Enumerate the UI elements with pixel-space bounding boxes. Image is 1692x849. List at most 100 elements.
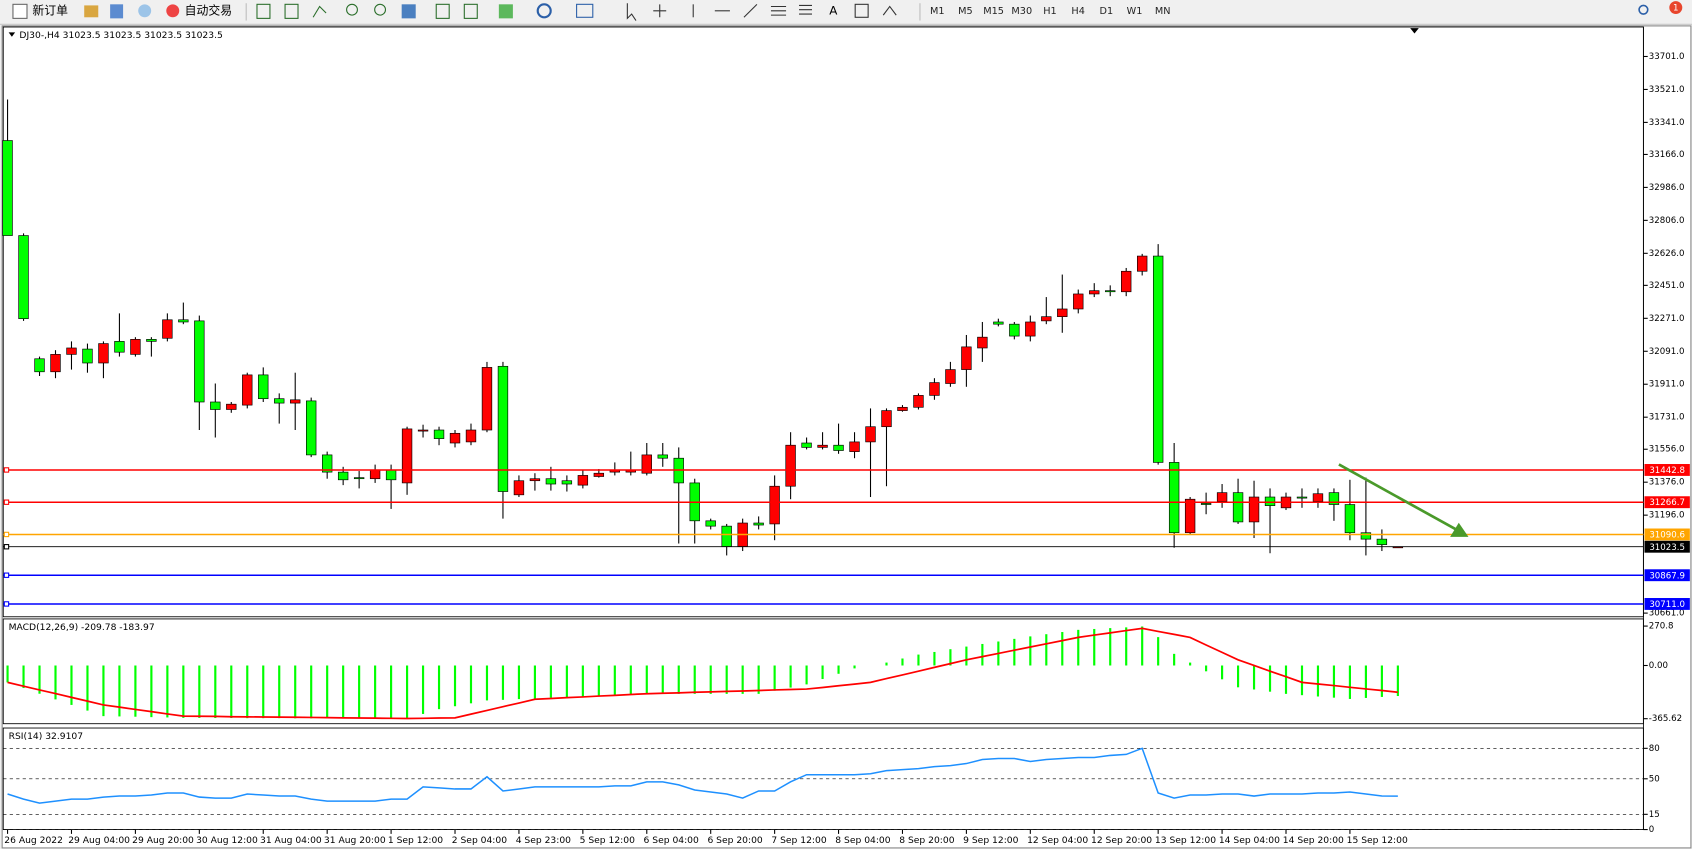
candle-body [561,480,573,485]
candle-body [1376,538,1388,545]
toolbar [0,0,1692,24]
crosshair-tool[interactable] [653,4,667,18]
candle-body [817,444,828,448]
chart-menu-arrow[interactable] [8,32,16,37]
icon[interactable] [284,3,299,19]
icon[interactable] [401,4,416,19]
timeframe-button[interactable]: M15 [983,6,1004,17]
button-label: 新订单 [32,3,68,17]
candle-body [961,346,972,370]
icon[interactable] [256,3,271,19]
price-level-handle [3,531,10,538]
x-tick-label: 6 Sep 20:00 [707,835,762,846]
auto-trading-button[interactable]: 自动交易 [166,3,232,17]
candle-body [2,140,13,236]
candle-body [529,478,541,482]
candle-body [721,525,732,547]
icon[interactable] [84,5,99,18]
price-level-handle [3,499,10,505]
y-tick-label: -365.62 [1649,714,1682,724]
icon[interactable] [374,3,387,16]
candle-body [865,426,876,443]
candle-body [993,321,1004,325]
candle-body [449,432,461,444]
icon[interactable] [463,3,478,19]
candle-body [369,469,381,480]
x-tick-label: 13 Sep 12:00 [1155,835,1216,846]
price-level-tag [1644,528,1690,541]
candle-body [913,395,924,408]
candle-body [705,520,716,527]
candle-body [513,480,525,496]
y-tick-label: 15 [1649,810,1660,820]
label-tool[interactable] [854,3,869,18]
icon[interactable] [536,3,552,19]
candle-body [833,444,844,451]
candle-body [897,406,908,411]
timeframe-button[interactable]: W1 [1127,6,1143,17]
candle-body [945,369,956,384]
icon[interactable] [110,4,124,19]
x-tick-label: 15 Sep 12:00 [1347,835,1408,846]
y-tick-label: 50 [1649,774,1660,784]
search-button[interactable] [1638,4,1649,15]
new-order-button[interactable]: 新订单 [12,3,68,19]
y-tick-label: 80 [1649,744,1660,754]
x-tick-label: 14 Sep 04:00 [1219,835,1280,846]
candle-body [274,398,285,404]
x-tick-label: 5 Sep 12:00 [580,835,635,846]
panel-title: RSI(14) 32.9107 [9,731,84,742]
price-level-label: 30867.9 [1649,571,1685,581]
candle-body [1152,255,1164,463]
candle-body [1232,492,1244,523]
price-level-handle [3,544,10,550]
timeframe-button[interactable]: H4 [1071,6,1084,17]
fibo-tool[interactable] [799,4,812,15]
timeframe-bar: M1 M5 M15 M30 H1 H4 D1 W1 MN [930,6,1171,17]
candle-body [641,454,652,474]
timeframe-button[interactable]: M30 [1011,6,1032,17]
candle-body [18,235,29,320]
icon[interactable] [346,3,358,16]
candle-body [114,341,125,353]
price-level-tag [1644,569,1690,582]
icon[interactable] [435,3,450,19]
icon[interactable] [498,4,513,19]
icon[interactable] [138,4,152,18]
y-tick-label: 32271.0 [1649,314,1685,324]
price-level-label: 31266.7 [1649,498,1685,508]
candle-body [258,374,269,400]
cursor-tool[interactable] [626,3,637,21]
timeframe-button[interactable]: M1 [930,6,945,17]
x-tick-label: 1 Sep 12:00 [388,835,443,846]
price-level-tag [1644,540,1690,553]
icon[interactable] [312,5,327,18]
y-tick-label: 33341.0 [1649,118,1685,128]
panel-title: DJ30-,H4 31023.5 31023.5 31023.5 31023.5 [19,30,223,41]
channel-tool[interactable] [770,5,787,16]
alert-badge [1669,1,1683,15]
timeframe-button[interactable]: M5 [958,6,973,17]
candle-body [1009,323,1020,337]
timeframe-button[interactable]: MN [1155,6,1171,17]
candle-body [290,399,301,404]
timeframe-button[interactable]: D1 [1100,6,1114,17]
trendline-tool[interactable] [743,3,758,18]
candle-body [1073,293,1084,310]
x-tick-label: 6 Sep 04:00 [644,835,699,846]
y-tick-label: 32091.0 [1649,347,1685,357]
y-tick-label: 33701.0 [1649,52,1685,62]
arrow-tool[interactable] [882,5,897,16]
icon[interactable] [576,3,594,18]
timeframe-button[interactable]: H1 [1043,6,1056,17]
x-tick-label: 31 Aug 20:00 [324,835,386,846]
candle-body [306,400,317,456]
text-tool[interactable]: A [829,3,838,17]
candle-body [545,478,557,485]
candle-body [353,477,365,480]
alerts-button[interactable]: 1 [1669,1,1683,15]
chart: 33701.0 33521.0 33341.0 33166.0 32986.0 32806… [2,26,1690,846]
candle-body [1184,498,1196,534]
